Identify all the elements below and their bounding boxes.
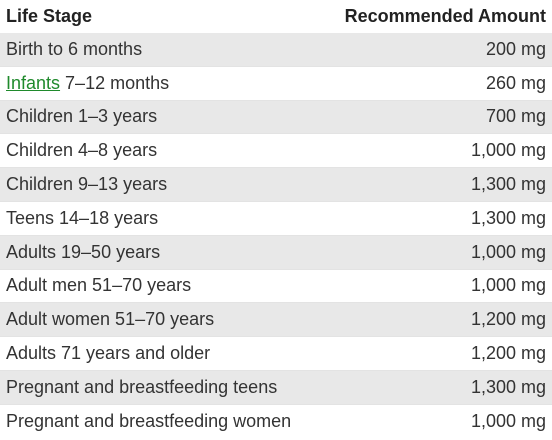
table-header: Life Stage Recommended Amount: [0, 0, 552, 33]
table-row: Adults 19–50 years 1,000 mg: [0, 235, 552, 270]
life-stage-cell: Pregnant and breastfeeding teens: [6, 376, 278, 397]
amount-cell: 1,200 mg: [470, 343, 546, 364]
table-row: Adult women 51–70 years 1,200 mg: [0, 303, 552, 338]
table-row: Adults 71 years and older 1,200 mg: [0, 337, 552, 371]
life-stage-cell: Infants 7–12 months: [6, 73, 169, 94]
amount-cell: 1,000 mg: [470, 411, 546, 432]
life-stage-text: 7–12 months: [60, 72, 170, 93]
amount-cell: 1,000 mg: [470, 140, 546, 161]
life-stage-cell: Pregnant and breastfeeding women: [6, 411, 292, 432]
amount-cell: 1,300 mg: [470, 207, 546, 228]
amount-cell: 260 mg: [485, 72, 546, 93]
table-row: Pregnant and breastfeeding teens 1,300 m…: [0, 370, 552, 405]
amount-cell: 1,000 mg: [470, 275, 546, 296]
header-recommended-amount: Recommended Amount: [344, 6, 546, 26]
life-stage-cell: Birth to 6 months: [6, 38, 143, 59]
table-row: Children 4–8 years 1,000 mg: [0, 134, 552, 169]
table-row: Teens 14–18 years 1,300 mg: [0, 202, 552, 236]
amount-cell: 700 mg: [485, 106, 546, 127]
life-stage-cell: Children 1–3 years: [6, 106, 158, 127]
amount-cell: 1,200 mg: [470, 309, 546, 330]
life-stage-cell: Adults 19–50 years: [6, 241, 161, 262]
amount-cell: 1,300 mg: [470, 376, 546, 397]
table-row: Birth to 6 months 200 mg: [0, 33, 552, 67]
amount-cell: 1,000 mg: [470, 241, 546, 262]
life-stage-cell: Children 4–8 years: [6, 140, 158, 161]
table-row: Children 1–3 years 700 mg: [0, 100, 552, 135]
amount-cell: 1,300 mg: [470, 174, 546, 195]
life-stage-cell: Adults 71 years and older: [6, 343, 211, 364]
table-row: Infants 7–12 months 260 mg: [0, 67, 552, 101]
life-stage-cell: Adult women 51–70 years: [6, 309, 215, 330]
amount-cell: 200 mg: [485, 38, 546, 59]
infants-link[interactable]: Infants: [6, 72, 61, 93]
table-row: Pregnant and breastfeeding women 1,000 m…: [0, 405, 552, 439]
header-life-stage: Life Stage: [6, 6, 93, 26]
life-stage-cell: Adult men 51–70 years: [6, 275, 192, 296]
table-row: Adult men 51–70 years 1,000 mg: [0, 270, 552, 304]
table-row: Children 9–13 years 1,300 mg: [0, 168, 552, 202]
life-stage-cell: Teens 14–18 years: [6, 207, 159, 228]
life-stage-cell: Children 9–13 years: [6, 174, 168, 195]
